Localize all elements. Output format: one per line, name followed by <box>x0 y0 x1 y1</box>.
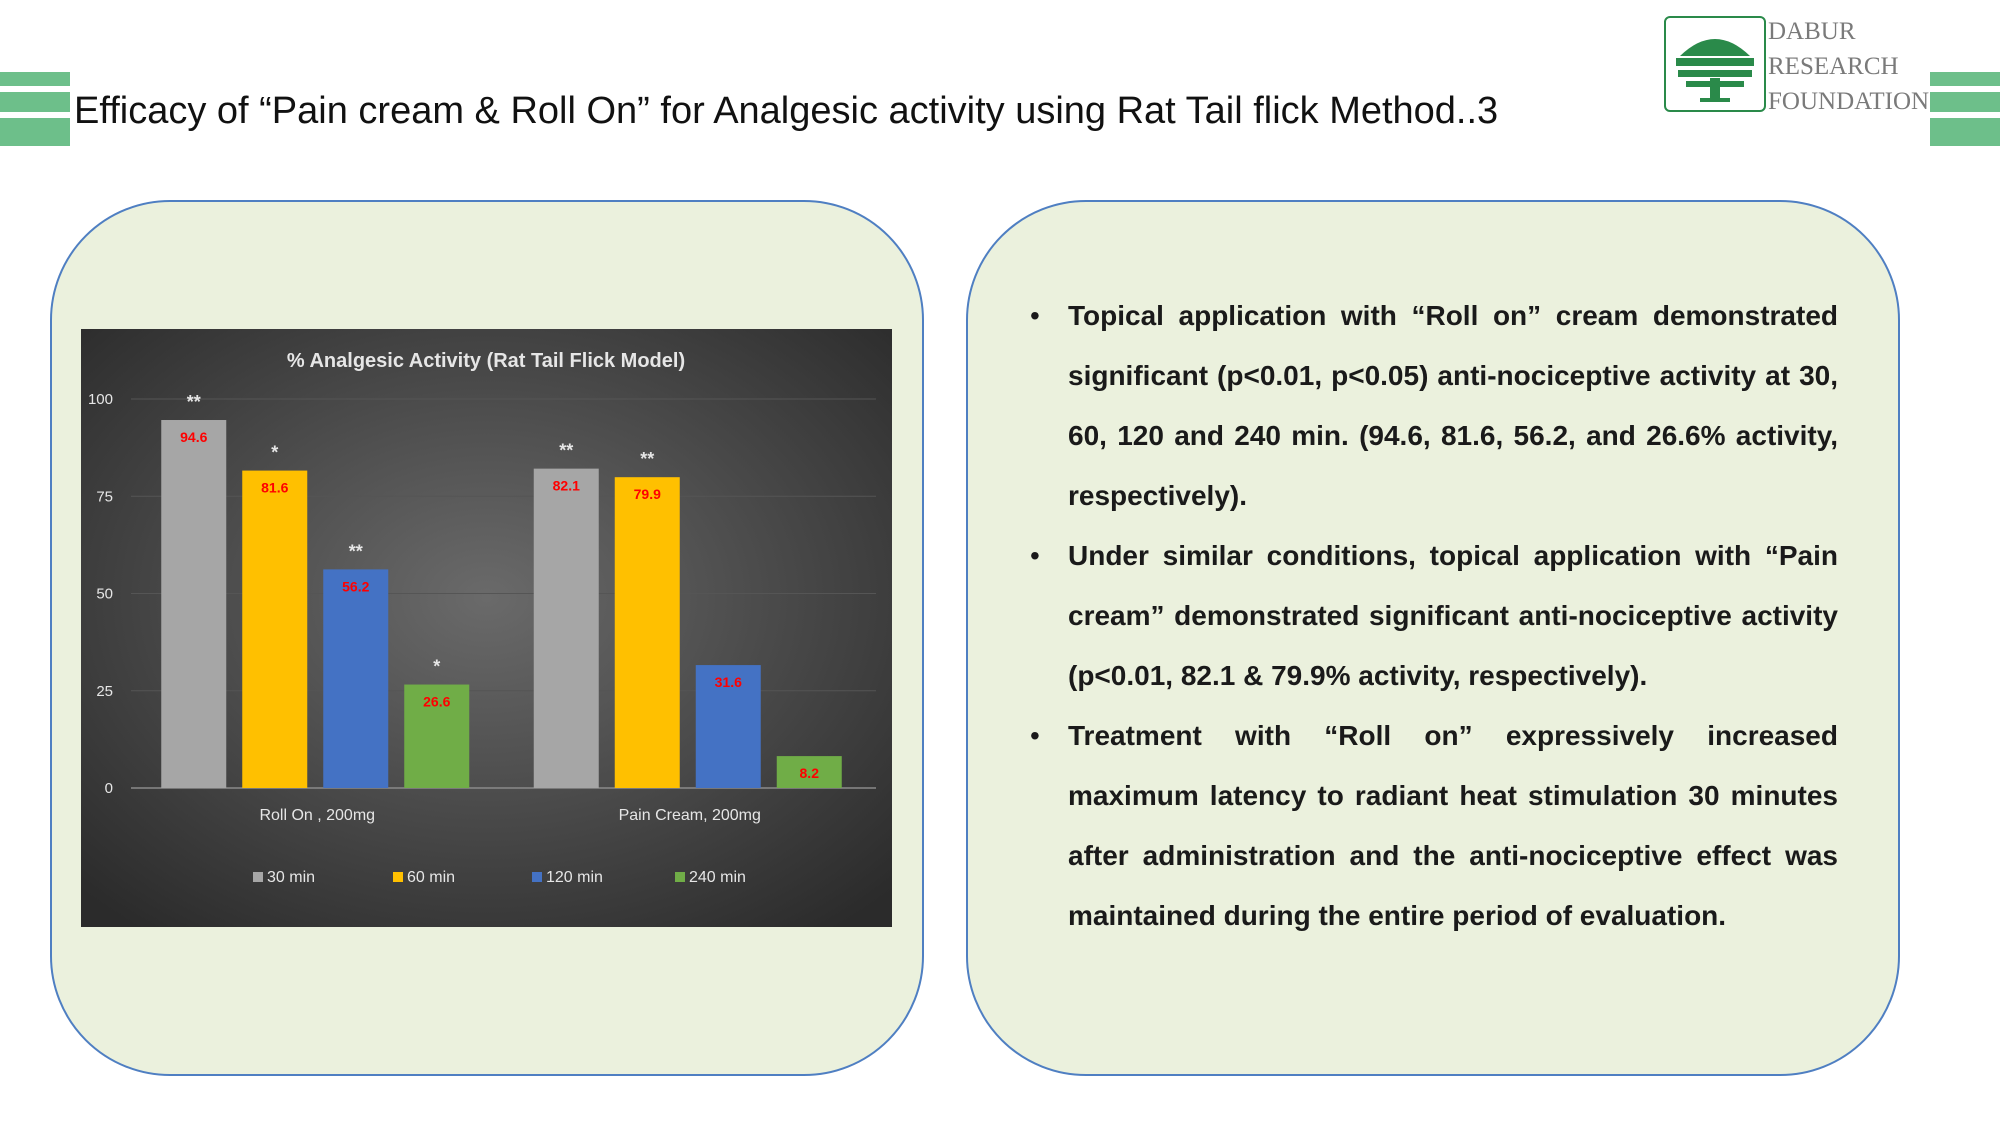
bullet-item: • Topical application with “Roll on” crea… <box>1030 286 1838 526</box>
legend-label: 30 min <box>267 869 315 886</box>
text-panel <box>966 200 1900 1076</box>
findings-list: • Topical application with “Roll on” crea… <box>1030 286 1838 946</box>
y-tick-label: 0 <box>105 780 113 797</box>
y-tick-label: 75 <box>96 488 113 505</box>
bullet-dot: • <box>1030 540 1040 571</box>
bar <box>533 468 599 788</box>
header-decor-bar <box>1930 118 2000 146</box>
y-tick-label: 50 <box>96 586 113 603</box>
legend-swatch <box>532 872 542 882</box>
chart-svg: % Analgesic Activity (Rat Tail Flick Mod… <box>81 329 892 927</box>
bar-value-label: 94.6 <box>180 429 207 445</box>
bar <box>323 569 389 788</box>
significance-marker: ** <box>187 392 201 412</box>
bar-value-label: 26.6 <box>423 694 450 710</box>
bullet-dot: • <box>1030 720 1040 751</box>
legend-swatch <box>675 872 685 882</box>
header-decor-bar <box>1930 72 2000 86</box>
bullet-dot: • <box>1030 300 1040 331</box>
bar <box>614 477 680 788</box>
bar <box>161 420 227 788</box>
bar-value-label: 81.6 <box>261 480 288 496</box>
tree-logo-icon <box>1664 16 1766 112</box>
y-tick-label: 100 <box>88 391 113 408</box>
bar-value-label: 79.9 <box>634 486 661 502</box>
x-category-label: Roll On , 200mg <box>259 807 375 824</box>
header-decor-bar <box>1930 92 2000 112</box>
bullet-item: • Under similar conditions, topical appli… <box>1030 526 1838 706</box>
legend-label: 60 min <box>407 869 455 886</box>
logo: DABUR RESEARCH FOUNDATION <box>1664 14 1929 115</box>
logo-line: DABUR <box>1768 18 1856 45</box>
bullet-text: Under similar conditions, topical applic… <box>1068 540 1838 691</box>
bar-value-label: 31.6 <box>715 674 742 690</box>
legend-label: 120 min <box>546 869 603 886</box>
bar <box>776 756 842 788</box>
bullet-item: • Treatment with “Roll on” expressively i… <box>1030 706 1838 946</box>
significance-marker: * <box>433 657 440 677</box>
legend-swatch <box>253 872 263 882</box>
bar <box>242 470 308 788</box>
chart-title: % Analgesic Activity (Rat Tail Flick Mod… <box>287 350 685 372</box>
logo-text: DABUR RESEARCH FOUNDATION <box>1768 14 1929 119</box>
bar <box>695 665 761 788</box>
significance-marker: ** <box>640 449 654 469</box>
significance-marker: * <box>271 443 278 463</box>
bullet-text: Topical application with “Roll on” cream… <box>1068 300 1838 511</box>
bullet-text: Treatment with “Roll on” expressively in… <box>1068 720 1838 931</box>
logo-line: RESEARCH <box>1768 53 1899 80</box>
logo-line: FOUNDATION <box>1768 88 1930 115</box>
analgesic-chart: % Analgesic Activity (Rat Tail Flick Mod… <box>81 329 892 927</box>
y-tick-label: 25 <box>96 683 113 700</box>
header-decor-bar <box>0 92 70 112</box>
significance-marker: ** <box>349 541 363 561</box>
bar-value-label: 8.2 <box>800 765 820 781</box>
legend-label: 240 min <box>689 869 746 886</box>
significance-marker: ** <box>559 441 573 461</box>
bar-value-label: 56.2 <box>342 578 369 594</box>
x-category-label: Pain Cream, 200mg <box>619 807 761 824</box>
slide-title: Efficacy of “Pain cream & Roll On” for A… <box>74 90 1499 132</box>
header-decor-bar <box>0 72 70 86</box>
bar <box>404 684 470 788</box>
header-decor-bar <box>0 118 70 146</box>
bar-value-label: 82.1 <box>553 478 580 494</box>
legend-swatch <box>393 872 403 882</box>
